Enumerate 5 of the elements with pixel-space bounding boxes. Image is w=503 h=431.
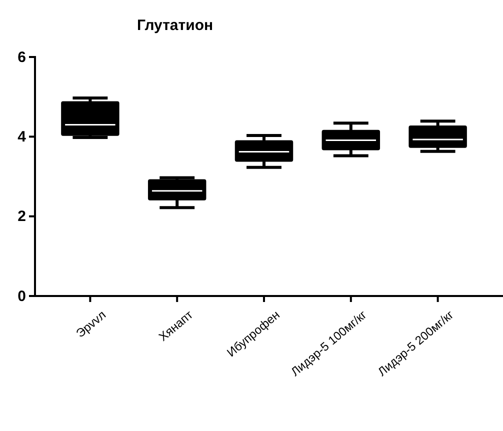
chart-title: Глутатион: [136, 17, 214, 34]
y-tick-label: 6: [18, 48, 26, 66]
y-tick-label: 2: [18, 208, 26, 226]
y-tick-label: 0: [18, 288, 26, 305]
y-tick-label: 4: [18, 128, 27, 146]
